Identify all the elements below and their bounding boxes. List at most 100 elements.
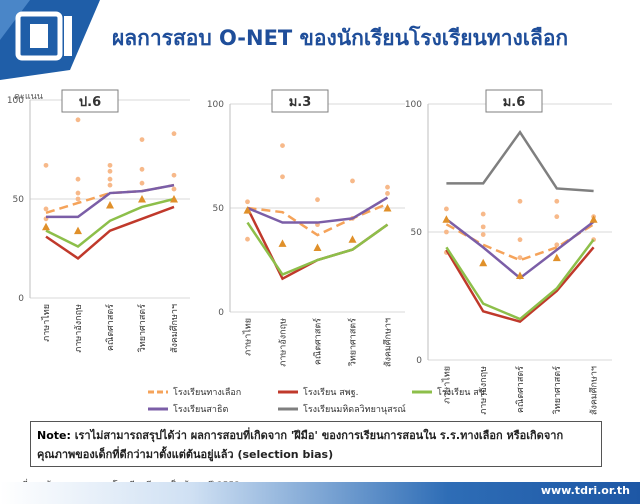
average-marker <box>138 195 146 203</box>
category-label: วิทยาศาสตร์ <box>551 366 563 414</box>
scatter-point <box>480 224 486 230</box>
scatter-point <box>245 199 250 205</box>
panel-title: ม.6 <box>503 95 526 110</box>
scatter-point <box>43 206 49 212</box>
series-line <box>247 202 388 237</box>
average-marker <box>243 206 252 214</box>
average-marker <box>74 226 82 235</box>
scatter-point <box>554 242 560 248</box>
series-line <box>46 183 175 219</box>
legend-label: โรงเรียน สพฐ. <box>303 387 359 398</box>
scatter-point <box>480 232 486 237</box>
series-line <box>45 197 175 248</box>
note-label: Note: <box>37 429 71 442</box>
tdri-logo <box>0 0 100 80</box>
panel-title: ป.6 <box>79 95 101 110</box>
scatter-point <box>245 236 250 242</box>
scatter-point <box>315 197 320 203</box>
y-tick-label: 50 <box>213 204 225 214</box>
scatter-point <box>554 214 560 220</box>
average-marker <box>278 239 287 247</box>
series-line <box>445 223 595 262</box>
category-label: คณิตศาสตร์ <box>514 366 526 413</box>
category-label: วิทยาศาสตร์ <box>136 304 148 352</box>
category-label: คณิตศาสตร์ <box>312 318 324 365</box>
y-tick-label: 0 <box>218 308 224 318</box>
scatter-point <box>75 117 81 123</box>
y-tick-label: 0 <box>18 294 24 304</box>
category-label: วิทยาศาสตร์ <box>347 318 359 366</box>
scatter-point <box>280 143 285 148</box>
average-marker <box>106 200 114 209</box>
scatter-point <box>517 237 523 243</box>
scatter-point <box>171 186 177 192</box>
average-marker <box>516 271 524 280</box>
category-label: ภาษาไทย <box>41 304 52 342</box>
scatter-point <box>107 176 113 182</box>
scatter-point <box>107 168 113 174</box>
series-line <box>247 196 389 224</box>
y-tick-label: 100 <box>207 100 224 110</box>
legend-label: โรงเรียนสาธิต <box>173 404 228 415</box>
scatter-point <box>139 166 145 172</box>
category-label: ภาษาไทย <box>441 366 452 404</box>
scatter-point <box>171 172 177 178</box>
scatter-point <box>171 131 177 137</box>
average-marker <box>552 253 561 262</box>
category-label: ภาษาอังกฤษ <box>74 304 84 353</box>
category-label: คณิตศาสตร์ <box>104 304 116 351</box>
scatter-point <box>107 162 113 168</box>
y-tick-label: 100 <box>405 100 422 110</box>
series-line <box>45 205 175 260</box>
scatter-point <box>350 178 355 184</box>
scatter-point <box>517 198 523 204</box>
panel-title: ม.3 <box>289 95 312 110</box>
average-marker <box>42 222 50 231</box>
scatter-point <box>517 255 523 260</box>
average-marker <box>313 243 322 252</box>
category-label: ภาษาอังกฤษ <box>479 366 489 415</box>
average-marker <box>383 204 392 212</box>
scatter-point <box>139 137 145 142</box>
legend: โรงเรียนทางเลือก โรงเรียน สพฐ. โรงเรียน สช… <box>148 387 488 415</box>
chart-panel-2: 0 50 100 ม.3 ภาษาไทย ภาษาอังกฤษ คณิตศาสตร์ วิทย… <box>207 89 405 367</box>
y-tick-label: 50 <box>13 195 25 205</box>
legend-label: โรงเรียนทางเลือก <box>173 387 241 398</box>
series-line <box>45 183 175 215</box>
average-marker <box>348 235 357 243</box>
series-line <box>446 129 594 193</box>
y-axis-label: คะแนน <box>14 92 43 102</box>
panel-title-box <box>61 89 119 113</box>
category-label: สังคมศึกษาฯ <box>383 318 394 367</box>
category-label: สังคมศึกษาฯ <box>169 304 180 353</box>
y-tick-label: 0 <box>416 356 422 366</box>
note-text: เราไม่สามารถสรุปได้ว่า ผลการสอบที่เกิดจา… <box>37 429 564 461</box>
site-url: www.tdri.or.th <box>540 484 630 497</box>
scatter-point <box>444 229 449 235</box>
scatter-point <box>139 180 145 186</box>
scatter-point <box>280 174 285 180</box>
legend-label: โรงเรียน สช. <box>437 387 488 398</box>
scatter-point <box>385 191 390 196</box>
average-marker <box>442 215 451 223</box>
footer-bar <box>0 482 640 504</box>
scatter-point <box>444 206 449 212</box>
scatter-point <box>75 190 81 196</box>
y-tick-label: 100 <box>7 96 24 106</box>
y-tick-label: 50 <box>411 228 423 238</box>
average-marker <box>589 215 598 223</box>
scatter-point <box>554 198 560 204</box>
scatter-point <box>43 162 49 168</box>
panel-title-box <box>485 89 543 113</box>
series-line <box>246 207 389 281</box>
scatter-point <box>107 182 113 188</box>
category-label: ภาษาไทย <box>243 318 254 356</box>
series-line <box>246 221 389 277</box>
category-label: ภาษาอังกฤษ <box>279 318 289 367</box>
note-box: Note: เราไม่สามารถสรุปได้ว่า ผลการสอบที่… <box>30 421 602 467</box>
scatter-point <box>75 176 81 182</box>
legend-label: โรงเรียนมหิดลวิทยานุสรณ์ <box>303 403 406 415</box>
scatter-point <box>385 184 390 190</box>
page-title: ผลการสอบ O-NET ของนักเรียนโรงเรียนทางเลื… <box>112 26 569 50</box>
